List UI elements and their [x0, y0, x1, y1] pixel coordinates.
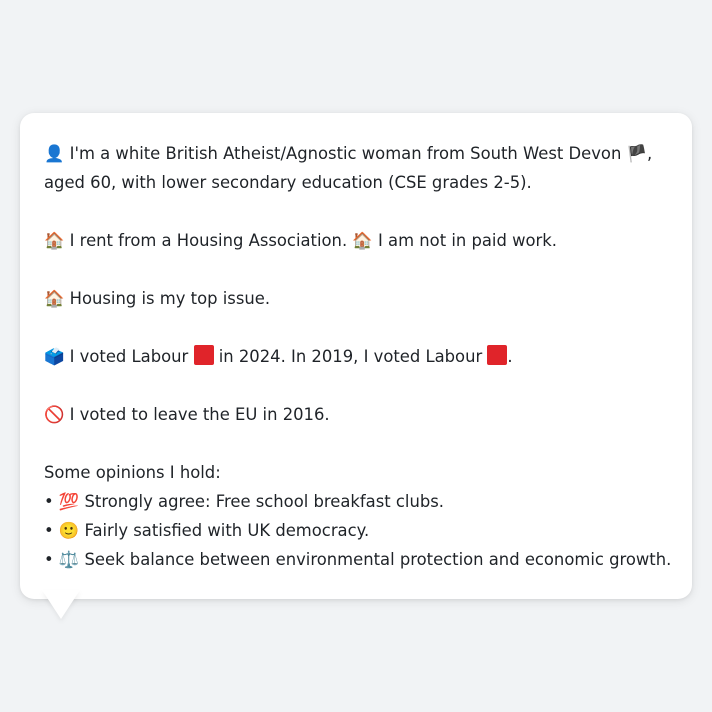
- employment-text: I am not in paid work.: [378, 231, 557, 250]
- votes-text-3: .: [507, 347, 513, 366]
- profile-speech-bubble: 👤 I'm a white British Atheist/Agnostic w…: [20, 113, 692, 599]
- opinions-heading: Some opinions I hold:: [44, 463, 221, 482]
- brexit-line: 🚫 I voted to leave the EU in 2016.: [44, 400, 692, 429]
- balance-scale-icon: ⚖️: [58, 550, 80, 569]
- identity-text-2: aged 60, with lower secondary education …: [44, 173, 532, 192]
- housing-text: I rent from a Housing Association.: [69, 231, 348, 250]
- identity-line-2: aged 60, with lower secondary education …: [44, 168, 692, 197]
- opinion-item: • 💯 Strongly agree: Free school breakfas…: [44, 487, 692, 516]
- opinion-item: • ⚖️ Seek balance between environmental …: [44, 545, 692, 574]
- votes-text-2: in 2024. In 2019, I voted Labour: [218, 347, 483, 366]
- prohibited-icon: 🚫: [44, 405, 65, 424]
- spacer: [44, 255, 692, 284]
- red-square-icon: [193, 345, 214, 365]
- hundred-points-icon: 💯: [58, 492, 80, 511]
- top-issue-line: 🏠 Housing is my top issue.: [44, 284, 692, 313]
- speech-bubble-tail: [42, 590, 80, 619]
- spacer: [44, 429, 692, 458]
- identity-line: 👤 I'm a white British Atheist/Agnostic w…: [44, 139, 692, 168]
- top-issue-text: Housing is my top issue.: [69, 289, 271, 308]
- bullet: •: [44, 492, 54, 511]
- brexit-text: I voted to leave the EU in 2016.: [69, 405, 330, 424]
- opinion-item: • 🙂 Fairly satisfied with UK democracy.: [44, 516, 692, 545]
- ballot-box-icon: 🗳️: [44, 347, 65, 366]
- red-square-icon: [487, 345, 508, 365]
- person-icon: 👤: [44, 144, 65, 163]
- identity-text: I'm a white British Atheist/Agnostic wom…: [69, 144, 622, 163]
- housing-line: 🏠 I rent from a Housing Association. 🏠 I…: [44, 226, 692, 255]
- votes-line: 🗳️ I voted Labour in 2024. In 2019, I vo…: [44, 342, 692, 371]
- votes-text-1: I voted Labour: [69, 347, 189, 366]
- house-icon: 🏠: [44, 231, 65, 250]
- identity-comma: ,: [646, 144, 653, 163]
- spacer: [44, 313, 692, 342]
- spacer: [44, 197, 692, 226]
- spacer: [44, 371, 692, 400]
- house-icon: 🏠: [44, 289, 65, 308]
- bullet: •: [44, 521, 54, 540]
- slightly-smiling-face-icon: 🙂: [58, 521, 80, 540]
- bullet: •: [44, 550, 54, 569]
- opinion-text: Fairly satisfied with UK democracy.: [84, 521, 370, 540]
- opinion-text: Seek balance between environmental prote…: [84, 550, 672, 569]
- opinion-text: Strongly agree: Free school breakfast cl…: [84, 492, 445, 511]
- house-icon: 🏠: [352, 231, 373, 250]
- england-flag-icon: 🏴: [626, 144, 647, 163]
